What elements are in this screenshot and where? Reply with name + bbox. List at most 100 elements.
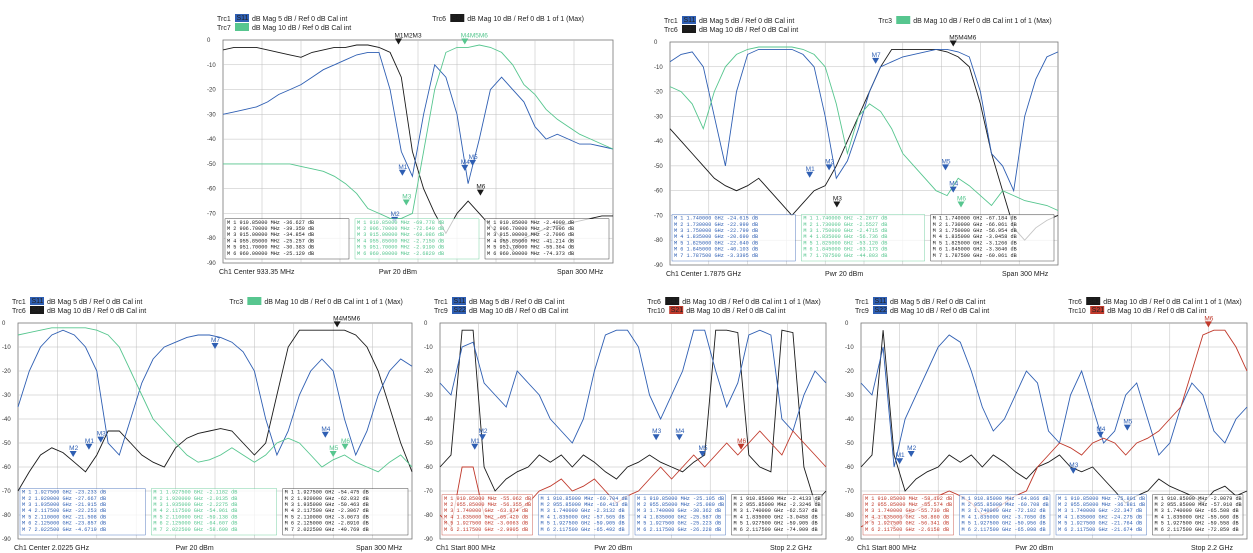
trace-header-trc1: Trc1 S11 dB Mag 5 dB / Ref 0 dB Cal int <box>855 297 985 306</box>
marker-m6: M6 <box>476 184 486 196</box>
y-tick-label: -40 <box>654 139 663 145</box>
marker-table-row: M 1 910.85000 MHz -64.866 dB <box>962 496 1049 502</box>
trace-badge-label: S11 <box>454 298 466 305</box>
trace-name: Trc6 <box>12 308 26 315</box>
y-tick-label: -30 <box>654 114 663 120</box>
marker-table-row: M 2 1.730000 GHz -22.999 dB <box>674 222 758 228</box>
marker-table-row: M 4 2.117500 GHz -54.961 dB <box>153 508 237 514</box>
marker-triangle <box>333 321 341 328</box>
marker-table-row: M 1 910.85000 MHz -2.0079 dB <box>1155 496 1242 502</box>
trace-settings: dB Mag 10 dB / Ref 0 dB Cal int <box>686 308 785 315</box>
trace-s41 <box>17 329 413 492</box>
marker-triangle <box>478 434 486 441</box>
marker-table-row: M 1 910.85000 MHz -60.704 dB <box>541 496 628 502</box>
trace-badge-label: S11 <box>875 298 887 305</box>
y-tick-label: -90 <box>845 537 854 543</box>
marker-table-row: M 5 2.110000 GHz -59.138 dB <box>153 514 237 520</box>
y-tick-label: -80 <box>845 513 854 519</box>
trace-badge <box>30 306 44 314</box>
trace-badge <box>665 297 680 305</box>
marker-triangle <box>698 451 706 457</box>
y-tick-label: 0 <box>207 38 211 44</box>
y-tick-label: -60 <box>845 465 854 471</box>
trace-header-trc10: Trc10 S21 dB Mag 10 dB / Ref 0 dB Cal int <box>647 306 785 315</box>
marker-label: M4 <box>461 159 470 166</box>
marker-table-row: M 5 1.927500 GHz -21.764 dB <box>1058 521 1142 527</box>
marker-table-box <box>538 494 630 536</box>
trace-name: Trc10 <box>1068 308 1086 315</box>
footer-span-or-stop: Span 300 MHz <box>557 269 604 276</box>
trace-s11 <box>860 334 1248 468</box>
marker-triangle <box>85 443 93 450</box>
trace-settings: dB Mag 10 dB / Ref 0 dB Cal int <box>47 308 146 315</box>
marker-m4: M4 <box>1096 426 1106 438</box>
marker-table-row: M 1 1.740000 GHz -67.184 dB <box>933 216 1017 222</box>
marker-table-box <box>671 214 796 262</box>
y-tick-label: -80 <box>424 513 433 519</box>
trace-badge-label: S41 <box>1088 298 1101 305</box>
trace-badge-label: S41 <box>667 298 680 305</box>
marker-table-row: M 7 1.787500 GHz -60.061 dB <box>933 253 1017 259</box>
marker-m2: M2 <box>907 445 917 457</box>
marker-table-row: M 1 1.927500 GHz -54.475 dB <box>285 490 369 496</box>
trace-settings: dB Mag 10 dB / Ref 0 dB Cal int 1 of 1 (… <box>1103 299 1242 306</box>
marker-table-row: M 2 955.85000 MHz -2.3246 dB <box>734 502 821 508</box>
y-tick-label: -60 <box>654 189 663 195</box>
marker-table-row: M 1 910.85000 MHz -2.4000 dB <box>487 220 574 226</box>
marker-table: M 1 1.740000 GHz -2.2677 dBM 2 1.730000 … <box>801 214 925 262</box>
marker-table-row: M 2 955.85000 MHz -60.708 dB <box>962 502 1049 508</box>
marker-table-row: M 5 1.927500 GHz -25.223 dB <box>637 521 721 527</box>
trace-header-trc7: Trc7 dB Mag 10 dB / Ref 0 dB Cal int <box>217 23 351 32</box>
marker-table-row: M 3 1.740000 GHz -2.3132 dB <box>541 508 625 514</box>
marker-table-row: M 4 955.85000 MHz -25.257 dB <box>227 238 314 244</box>
marker-table-row: M 7 2.022500 GHz -49.769 dB <box>285 527 369 533</box>
trace-badge <box>1086 297 1101 305</box>
y-tick-label: -90 <box>424 537 433 543</box>
marker-table-box <box>151 488 277 536</box>
trace-badge-label: S11 <box>237 15 249 22</box>
marker-table-row: M 1 1.927500 GHz -23.233 dB <box>22 490 106 496</box>
marker-table: M 1 910.85000 MHz -36.627 dBM 2 906.7000… <box>224 218 350 260</box>
y-tick-label: -20 <box>845 369 854 375</box>
trace-header-trc6: Trc6 S41 dB Mag 10 dB / Ref 0 dB Cal int 1… <box>647 297 821 306</box>
marker-label: M5 <box>941 158 950 165</box>
trace-name: Trc7 <box>217 25 231 32</box>
marker-triangle <box>1096 431 1104 438</box>
marker-label: M3 <box>833 196 842 203</box>
trace-settings: dB Mag 10 dB / Ref 0 dB Cal int 1 of 1 (… <box>682 299 821 306</box>
marker-table-row: M 3 1.740000 GHz -55.730 dB <box>865 508 949 514</box>
marker-m4m5m6: M4M5M6 <box>461 32 488 45</box>
y-tick-label: -40 <box>207 137 216 143</box>
trace-badge <box>682 25 696 33</box>
marker-triangle <box>941 164 949 171</box>
trace-badge <box>896 16 911 24</box>
marker-m6: M6 <box>1204 315 1214 328</box>
marker-table-row: M 3 1.935000 GHz -50.463 dB <box>285 502 369 508</box>
marker-m2: M2 <box>69 445 79 457</box>
marker-table-row: M 2 955.85000 MHz -56.355 dB <box>444 502 531 508</box>
marker-table-row: M 4 1.835000 GHz -24.275 dB <box>1058 514 1142 520</box>
marker-m5: M5 <box>941 158 951 171</box>
y-tick-label: -30 <box>845 393 854 399</box>
marker-table-row: M 5 951.70000 MHz -30.383 dB <box>227 245 314 251</box>
marker-table-row: M 1 910.85000 MHz -75.801 dB <box>1058 496 1145 502</box>
marker-table-row: M 1 1.927500 GHz -2.1182 dB <box>153 490 237 496</box>
y-tick-label: -80 <box>654 238 663 244</box>
marker-m1: M1 <box>806 166 815 178</box>
marker-label: M1 <box>806 166 815 173</box>
trace-header-trc6: Trc6 S41 dB Mag 10 dB / Ref 0 dB 1 of 1 (M… <box>432 14 584 23</box>
trace-settings: dB Mag 10 dB / Ref 0 dB Cal int <box>1107 308 1206 315</box>
y-tick-label: -40 <box>2 417 11 423</box>
trace-badge-label: S11 <box>32 298 44 305</box>
y-tick-label: -80 <box>207 236 216 242</box>
y-tick-label: -10 <box>207 63 216 69</box>
marker-m4: M4 <box>321 426 331 438</box>
trace-badge-label: S41 <box>32 307 45 314</box>
trace-settings: dB Mag 10 dB / Ref 0 dB Cal int <box>252 25 351 32</box>
y-tick-label: 0 <box>424 321 428 327</box>
y-tick-label: -50 <box>2 441 11 447</box>
marker-label: M5 <box>1123 419 1132 426</box>
marker-label: M3 <box>652 428 661 435</box>
marker-triangle <box>737 443 745 450</box>
y-tick-label: -70 <box>424 489 433 495</box>
